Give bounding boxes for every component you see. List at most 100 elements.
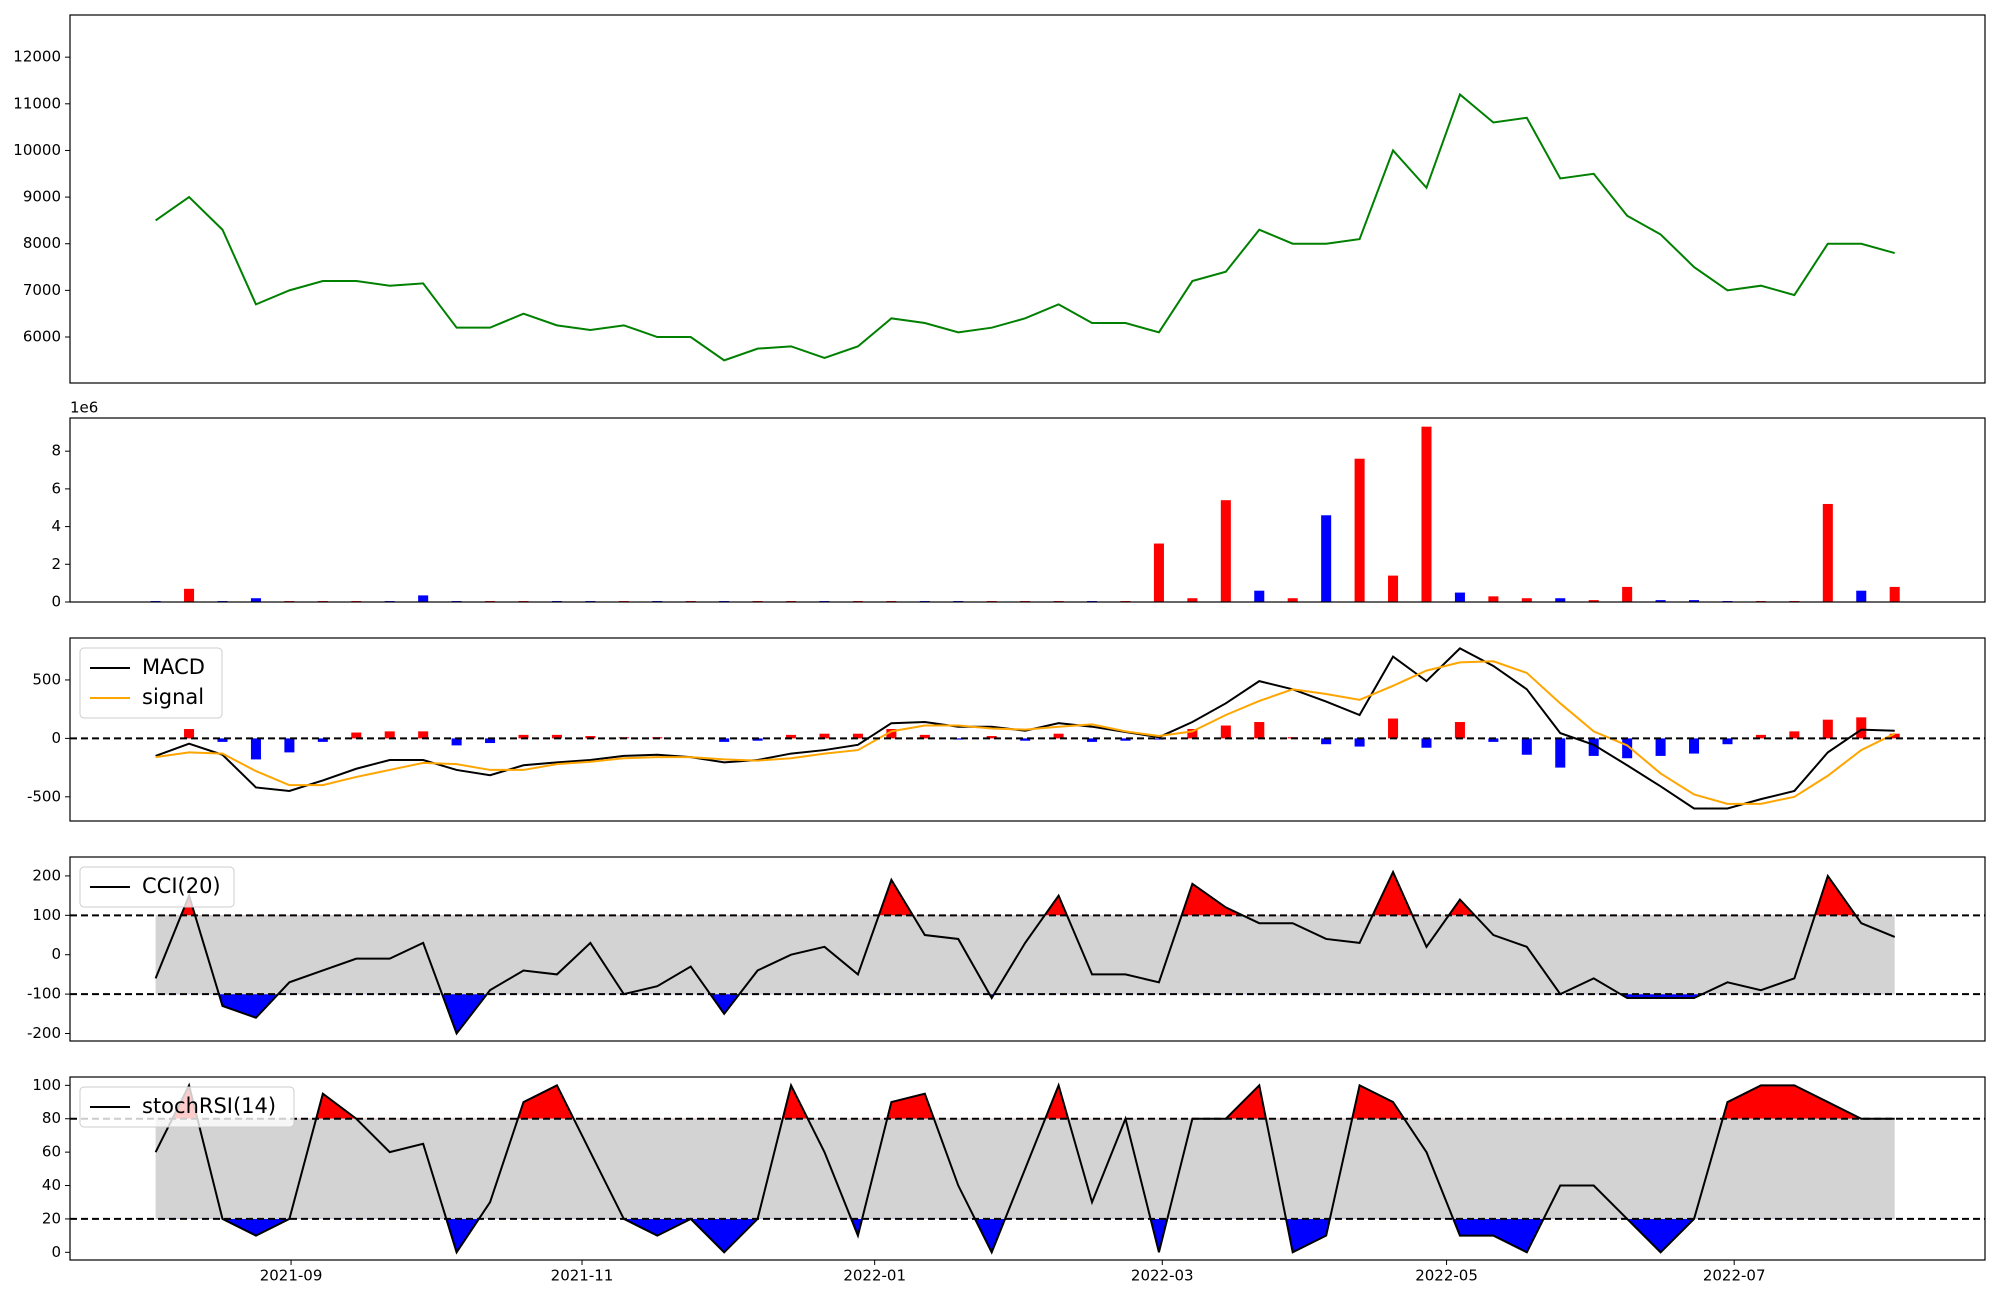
volume-bar: [1655, 600, 1666, 602]
histogram-bar: [1555, 738, 1566, 768]
histogram-bar: [986, 736, 997, 739]
histogram-bar: [1321, 738, 1332, 745]
y-tick-label: 0: [51, 945, 61, 963]
volume-bar: [1354, 458, 1365, 602]
x-tick-label: 2022-05: [1415, 1267, 1478, 1285]
histogram-bar: [217, 738, 228, 742]
overbought-fill: [155, 1085, 1895, 1119]
y-tick-label: 7000: [23, 281, 61, 299]
x-tick-label: 2022-01: [843, 1267, 906, 1285]
axes-frame: [69, 1076, 1986, 1261]
legend-label: stochRSI(14): [142, 1094, 276, 1118]
histogram-bar: [1087, 738, 1098, 742]
y-tick-label: 500: [32, 670, 61, 688]
histogram-bar: [1655, 738, 1666, 756]
histogram-bar: [250, 738, 261, 760]
histogram-bar: [317, 738, 328, 742]
histogram-bar: [418, 731, 429, 739]
histogram-bar: [1053, 733, 1064, 739]
histogram-bar: [518, 734, 529, 739]
legend-box: [79, 866, 235, 908]
y-tick-label: 6: [51, 479, 61, 497]
histogram-bar: [1889, 733, 1900, 739]
volume-bar: [1521, 598, 1532, 602]
histogram-bar: [1454, 722, 1465, 739]
panel: 6000 7000 8000 9000 10000 11000 12000: [13, 14, 1986, 384]
y-tick-label: 0: [51, 1243, 61, 1261]
axes-frame: [69, 417, 1986, 603]
histogram-bar: [786, 734, 797, 739]
oversold-fill: [155, 1218, 1895, 1253]
data-line: [154, 1082, 1895, 1255]
volume-bar: [1555, 598, 1566, 602]
y-tick-label: 20: [42, 1209, 61, 1227]
histogram-bar: [1722, 738, 1733, 745]
histogram-bar: [752, 738, 763, 741]
volume-bar: [1856, 590, 1867, 602]
histogram-bar: [1755, 734, 1766, 739]
y-tick-label: -500: [27, 787, 61, 805]
histogram-bar: [184, 729, 195, 739]
histogram-bar: [1689, 738, 1700, 754]
histogram-bar: [384, 731, 395, 739]
volume-bar: [418, 595, 429, 602]
legend: CCI(20): [79, 866, 235, 908]
legend-label: MACD: [142, 655, 205, 679]
panel: 0 20 40 60 80 100 2021-09 2021-11 2022-01 2022-03…: [32, 1076, 1986, 1285]
data-line: [155, 92, 1895, 362]
overbought-fill: [155, 871, 1895, 916]
volume-bar: [1454, 592, 1465, 602]
plot-area: [150, 426, 1900, 602]
y-tick-label: 6000: [23, 328, 61, 346]
volume-bar: [1254, 590, 1265, 602]
histogram-bar: [1789, 731, 1800, 739]
plot-area: [155, 92, 1895, 362]
volume-bar: [184, 588, 195, 602]
volume-bar: [1689, 600, 1700, 602]
y-tick-label: 12000: [13, 48, 61, 66]
axes-frame: [69, 856, 1986, 1042]
volume-bar: [1321, 515, 1332, 602]
histogram-bar: [1020, 738, 1031, 741]
histogram-bar: [1856, 717, 1867, 739]
x-tick-label: 2021-11: [551, 1267, 614, 1285]
histogram-bar: [719, 738, 730, 742]
histogram-bar: [953, 738, 964, 740]
histogram-bar: [284, 738, 295, 753]
volume-bar: [1187, 598, 1198, 602]
histogram-bar: [1622, 738, 1633, 759]
histogram-bar: [1388, 718, 1399, 739]
y-tick-label: 11000: [13, 94, 61, 112]
volume-bar: [250, 598, 261, 602]
histogram-bar: [485, 738, 496, 744]
panel: 0 2 4 6 8 1e6: [51, 399, 1986, 611]
histogram-bar: [819, 733, 830, 739]
y-tick-label: 200: [32, 866, 61, 884]
x-tick-label: 2022-03: [1131, 1267, 1194, 1285]
histogram-bar: [451, 738, 462, 746]
histogram-bar: [1220, 725, 1231, 739]
volume-bar: [1220, 500, 1231, 602]
axes-frame: [69, 14, 1986, 384]
histogram-bar: [1254, 722, 1265, 739]
volume-bar: [1287, 598, 1298, 602]
y-tick-label: -100: [27, 985, 61, 1003]
y-tick-label: 100: [32, 906, 61, 924]
volume-bar: [1588, 600, 1599, 602]
y-tick-label: 10000: [13, 141, 61, 159]
y-tick-label: 8000: [23, 234, 61, 252]
data-line: [155, 647, 1895, 810]
y-tick-label: -200: [27, 1024, 61, 1042]
histogram-bar: [1421, 738, 1432, 748]
legend-box: [79, 1086, 295, 1128]
y-tick-label: 100: [32, 1076, 61, 1094]
histogram-bar: [1120, 738, 1131, 741]
histogram-bar: [1354, 738, 1365, 747]
volume-bar: [1488, 596, 1499, 602]
histogram-bar: [1521, 738, 1532, 755]
histogram-bar: [852, 733, 863, 739]
data-line: [155, 660, 1896, 805]
y-tick-label: 80: [42, 1109, 61, 1127]
y-tick-label: 0: [51, 593, 61, 611]
